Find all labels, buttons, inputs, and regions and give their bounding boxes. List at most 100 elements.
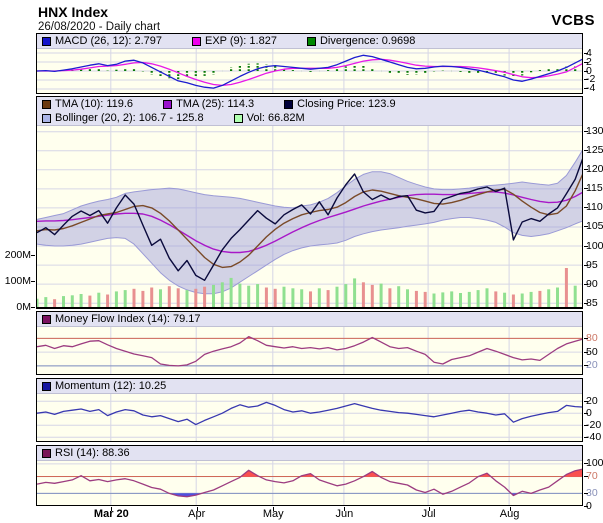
legend-item: TMA (25): 114.3 bbox=[163, 98, 254, 110]
legend-label: RSI (14): 88.36 bbox=[55, 447, 130, 459]
legend-item: EXP (9): 1.827 bbox=[192, 35, 277, 47]
y-axis-label: -4 bbox=[586, 82, 596, 95]
legend-label: Vol: 66.82M bbox=[246, 112, 305, 124]
legend-label: Bollinger (20, 2): 106.7 - 125.8 bbox=[55, 112, 204, 124]
legend-item: Bollinger (20, 2): 106.7 - 125.8 bbox=[42, 112, 204, 124]
y-axis-tick bbox=[584, 400, 588, 402]
legend-item: Money Flow Index (14): 79.17 bbox=[42, 313, 201, 325]
y-axis-label: 90 bbox=[586, 277, 598, 290]
y-axis-tick bbox=[584, 424, 588, 426]
y-axis-label: 70 bbox=[586, 470, 598, 483]
legend-swatch-icon bbox=[42, 314, 51, 324]
y-axis-label: 20 bbox=[586, 359, 598, 372]
legend-swatch-icon bbox=[42, 381, 51, 391]
x-axis-tick bbox=[196, 506, 198, 511]
y-axis-tick bbox=[584, 302, 588, 304]
legend-item: Closing Price: 123.9 bbox=[284, 98, 396, 110]
y-axis-tick bbox=[584, 150, 588, 152]
y-axis-label: 120 bbox=[586, 163, 603, 176]
x-axis-tick bbox=[509, 506, 511, 511]
x-axis-tick bbox=[273, 506, 275, 511]
y-axis-tick bbox=[584, 412, 588, 414]
legend-swatch-icon bbox=[284, 99, 294, 109]
y-axis-tick bbox=[584, 226, 588, 228]
legend-item: MACD (26, 12): 2.797 bbox=[42, 35, 162, 47]
y-axis-tick bbox=[584, 52, 588, 54]
y-axis-label: 2 bbox=[586, 55, 592, 68]
y-axis-tick bbox=[584, 365, 588, 367]
y-axis-label: 100 bbox=[586, 239, 603, 252]
legend-rsi: RSI (14): 88.36 bbox=[37, 446, 582, 461]
legend-momentum: Momentum (12): 10.25 bbox=[37, 379, 582, 394]
x-axis-label: Apr bbox=[188, 508, 206, 520]
macd-panel: MACD (26, 12): 2.797 EXP (9): 1.827 Diverg… bbox=[36, 33, 583, 94]
legend-label: Money Flow Index (14): 79.17 bbox=[55, 313, 201, 325]
y-axis-label: 105 bbox=[586, 220, 603, 233]
y-axis-tick bbox=[584, 436, 588, 438]
momentum-panel: Momentum (12): 10.25 bbox=[36, 378, 583, 442]
legend-mfi: Money Flow Index (14): 79.17 bbox=[37, 312, 582, 327]
legend-label: Momentum (12): 10.25 bbox=[55, 380, 167, 392]
legend-swatch-icon bbox=[42, 113, 51, 123]
volume-axis-tick bbox=[31, 306, 35, 308]
y-axis-tick bbox=[584, 169, 588, 171]
x-axis-tick bbox=[344, 506, 346, 511]
plot-area bbox=[37, 461, 582, 505]
x-axis-label: Jun bbox=[335, 508, 354, 520]
legend-swatch-icon bbox=[42, 448, 51, 458]
y-axis-label: 0 bbox=[586, 64, 592, 77]
y-axis-label: 110 bbox=[586, 201, 603, 214]
y-axis-tick bbox=[584, 463, 588, 465]
legend-item: Momentum (12): 10.25 bbox=[42, 380, 166, 392]
y-axis-label: 20 bbox=[586, 394, 598, 407]
y-axis-label: -2 bbox=[586, 73, 596, 86]
legend-swatch-icon bbox=[42, 36, 51, 46]
legend-label: Divergence: 0.9698 bbox=[319, 35, 416, 47]
y-axis-tick bbox=[584, 79, 588, 81]
y-axis-tick bbox=[584, 283, 588, 285]
y-axis-tick bbox=[584, 207, 588, 209]
price-panel: TMA (10): 119.6 TMA (25): 114.3 Closing Pr… bbox=[36, 96, 583, 309]
legend-label: TMA (10): 119.6 bbox=[55, 98, 134, 110]
plot-area bbox=[37, 327, 582, 374]
x-axis-label: Jul bbox=[421, 508, 436, 520]
legend-label: Closing Price: 123.9 bbox=[297, 98, 396, 110]
brand-logo: VCBS bbox=[551, 12, 595, 29]
y-axis-tick bbox=[584, 131, 588, 133]
y-axis-label: 0 bbox=[586, 406, 592, 419]
y-axis-label: 85 bbox=[586, 296, 598, 309]
y-axis-label: 50 bbox=[586, 345, 598, 358]
legend-swatch-icon bbox=[233, 113, 243, 123]
y-axis-tick bbox=[584, 264, 588, 266]
plot-area bbox=[37, 126, 582, 307]
legend-swatch-icon bbox=[42, 99, 51, 109]
y-axis-tick bbox=[584, 351, 588, 353]
volume-axis-tick bbox=[31, 280, 35, 282]
y-axis-tick bbox=[584, 337, 588, 339]
x-axis-label: Aug bbox=[499, 508, 520, 520]
y-axis-tick bbox=[584, 492, 588, 494]
chart-subtitle: 26/08/2020 - Daily chart bbox=[38, 21, 161, 33]
legend-label: MACD (26, 12): 2.797 bbox=[55, 35, 162, 47]
y-axis-label: 80 bbox=[586, 331, 598, 344]
legend-label: EXP (9): 1.827 bbox=[205, 35, 277, 47]
x-axis-tick bbox=[428, 506, 430, 511]
y-axis-label: 100 bbox=[586, 457, 603, 470]
legend-swatch-icon bbox=[192, 36, 201, 46]
y-axis-tick bbox=[584, 61, 588, 63]
legend-item: TMA (10): 119.6 bbox=[42, 98, 133, 110]
plot-area bbox=[37, 394, 582, 441]
legend-item: Vol: 66.82M bbox=[233, 112, 305, 124]
y-axis-label: 0 bbox=[586, 499, 592, 512]
y-axis-tick bbox=[584, 505, 588, 507]
y-axis-tick bbox=[584, 88, 588, 90]
plot-area bbox=[37, 49, 582, 93]
y-axis-label: -20 bbox=[586, 418, 602, 431]
volume-axis-label: 100M bbox=[4, 274, 31, 287]
legend-price: TMA (10): 119.6 TMA (25): 114.3 Closing Pr… bbox=[37, 97, 582, 126]
legend-item: RSI (14): 88.36 bbox=[42, 447, 130, 459]
y-axis-tick bbox=[584, 476, 588, 478]
legend-swatch-icon bbox=[306, 36, 316, 46]
x-axis-label: Mar 20 bbox=[93, 508, 129, 520]
y-axis-label: 115 bbox=[586, 182, 603, 195]
